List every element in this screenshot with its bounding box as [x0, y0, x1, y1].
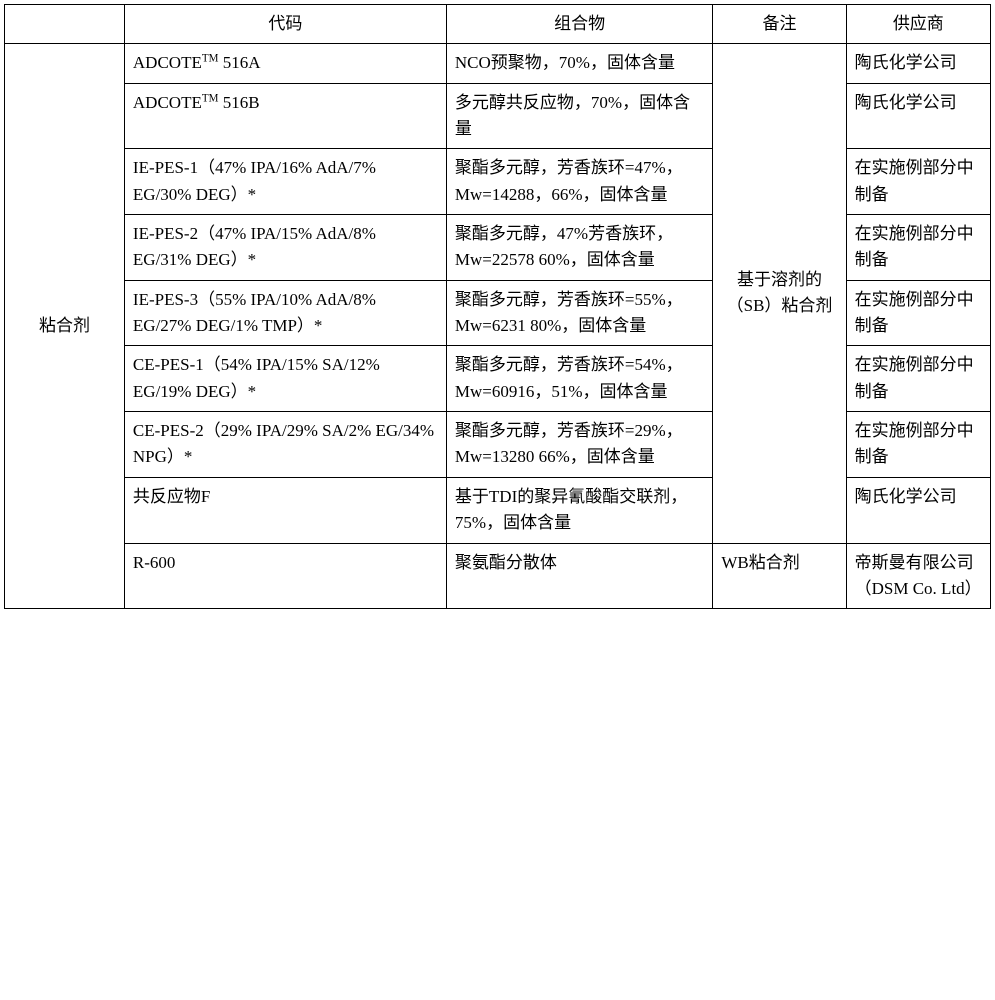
header-note: 备注	[713, 5, 846, 44]
supplier-cell: 在实施例部分中制备	[846, 280, 990, 346]
supplier-cell: 在实施例部分中制备	[846, 346, 990, 412]
composition-cell: 聚氨酯分散体	[446, 543, 712, 609]
composition-cell: 聚酯多元醇，芳香族环=47%，Mw=14288，66%，固体含量	[446, 149, 712, 215]
code-cell: IE-PES-3（55% IPA/10% AdA/8% EG/27% DEG/1…	[124, 280, 446, 346]
composition-cell: 聚酯多元醇，芳香族环=54%，Mw=60916，51%，固体含量	[446, 346, 712, 412]
code-cell: ADCOTETM 516A	[124, 44, 446, 83]
header-code: 代码	[124, 5, 446, 44]
supplier-cell: 在实施例部分中制备	[846, 412, 990, 478]
note-wb-cell: WB粘合剂	[713, 543, 846, 609]
supplier-cell: 陶氏化学公司	[846, 44, 990, 83]
supplier-cell: 在实施例部分中制备	[846, 215, 990, 281]
table-row: 粘合剂 ADCOTETM 516A NCO预聚物，70%，固体含量 基于溶剂的（…	[5, 44, 991, 83]
code-cell: ADCOTETM 516B	[124, 83, 446, 149]
materials-table: 代码 组合物 备注 供应商 粘合剂 ADCOTETM 516A NCO预聚物，7…	[4, 4, 991, 609]
code-cell: CE-PES-1（54% IPA/15% SA/12% EG/19% DEG）*	[124, 346, 446, 412]
composition-cell: 聚酯多元醇，芳香族环=55%，Mw=6231 80%，固体含量	[446, 280, 712, 346]
supplier-cell: 陶氏化学公司	[846, 477, 990, 543]
code-cell: R-600	[124, 543, 446, 609]
code-cell: IE-PES-2（47% IPA/15% AdA/8% EG/31% DEG）*	[124, 215, 446, 281]
composition-cell: 聚酯多元醇，47%芳香族环，Mw=22578 60%，固体含量	[446, 215, 712, 281]
code-cell: IE-PES-1（47% IPA/16% AdA/7% EG/30% DEG）*	[124, 149, 446, 215]
composition-cell: 基于TDI的聚异氰酸酯交联剂，75%，固体含量	[446, 477, 712, 543]
composition-cell: 聚酯多元醇，芳香族环=29%，Mw=13280 66%，固体含量	[446, 412, 712, 478]
code-cell: CE-PES-2（29% IPA/29% SA/2% EG/34% NPG）*	[124, 412, 446, 478]
supplier-cell: 陶氏化学公司	[846, 83, 990, 149]
composition-cell: NCO预聚物，70%，固体含量	[446, 44, 712, 83]
header-supplier: 供应商	[846, 5, 990, 44]
table-row: R-600 聚氨酯分散体 WB粘合剂 帝斯曼有限公司（DSM Co. Ltd）	[5, 543, 991, 609]
category-cell: 粘合剂	[5, 44, 125, 609]
composition-cell: 多元醇共反应物，70%，固体含量	[446, 83, 712, 149]
header-composition: 组合物	[446, 5, 712, 44]
header-blank	[5, 5, 125, 44]
code-cell: 共反应物F	[124, 477, 446, 543]
header-row: 代码 组合物 备注 供应商	[5, 5, 991, 44]
note-sb-cell: 基于溶剂的（SB）粘合剂	[713, 44, 846, 543]
supplier-cell: 在实施例部分中制备	[846, 149, 990, 215]
supplier-cell: 帝斯曼有限公司（DSM Co. Ltd）	[846, 543, 990, 609]
